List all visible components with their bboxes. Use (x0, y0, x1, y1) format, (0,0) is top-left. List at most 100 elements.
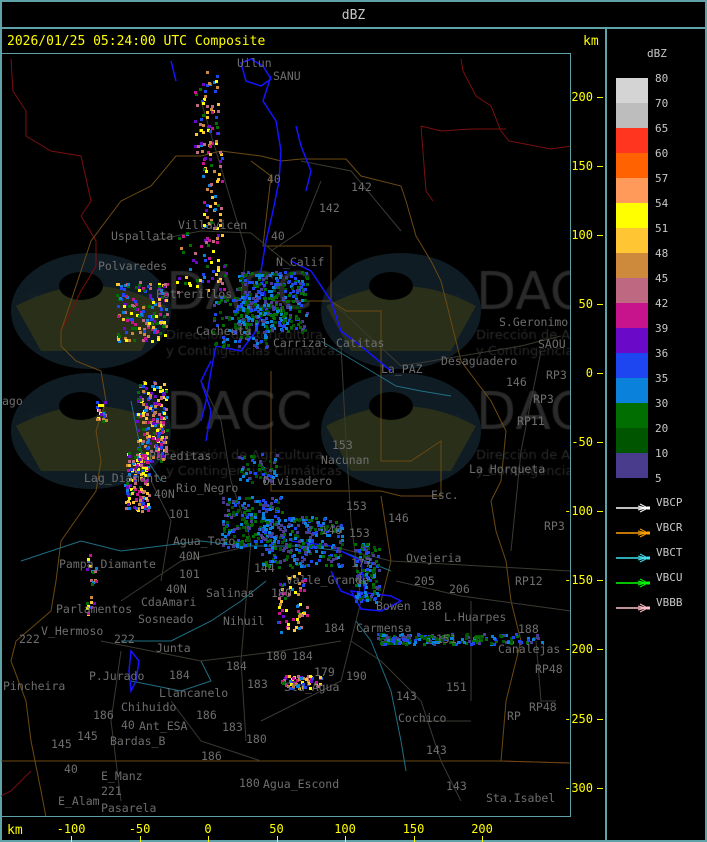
y-tick-mark (597, 373, 603, 374)
echo-pixel (240, 277, 243, 280)
echo-pixel (279, 560, 282, 563)
place-label: 180 (271, 586, 292, 600)
y-tick-label: -50 (571, 435, 593, 450)
echo-pixel (280, 524, 283, 527)
echo-pixel (302, 677, 305, 680)
echo-pixel (206, 216, 209, 219)
echo-pixel (250, 517, 253, 520)
echo-pixel (289, 680, 292, 683)
echo-pixel (418, 638, 421, 641)
echo-pixel (373, 590, 376, 593)
echo-pixel (206, 237, 209, 240)
echo-pixel (132, 460, 135, 463)
echo-pixel (220, 299, 223, 302)
echo-pixel (281, 680, 284, 683)
echo-pixel (100, 413, 103, 416)
echo-pixel (146, 457, 149, 460)
echo-pixel (430, 635, 433, 638)
echo-pixel (287, 550, 290, 553)
echo-pixel (159, 332, 162, 335)
place-label: 153 (346, 499, 367, 513)
echo-pixel (326, 525, 329, 528)
echo-pixel (290, 326, 293, 329)
echo-pixel (282, 530, 285, 533)
y-tick-mark (597, 442, 603, 444)
echo-pixel (466, 633, 469, 636)
echo-pixel (275, 277, 278, 280)
radar-map[interactable]: Uilun SANU 40 142 142 Villavicen Uspallata 40 N_… (0, 53, 571, 817)
echo-pixel (287, 544, 290, 547)
echo-pixel (369, 579, 372, 582)
echo-pixel (102, 412, 105, 415)
echo-pixel (302, 290, 305, 293)
place-label: 190 (346, 669, 367, 683)
echo-pixel (307, 680, 310, 683)
color-swatch (616, 453, 648, 478)
echo-pixel (153, 432, 156, 435)
echo-pixel (267, 312, 270, 315)
echo-pixel (199, 123, 202, 126)
place-label: Carrizal (273, 336, 329, 350)
echo-pixel (272, 298, 275, 301)
echo-pixel (215, 273, 218, 276)
echo-pixel (255, 322, 258, 325)
echo-pixel (295, 295, 298, 298)
x-tick-label: -100 (56, 822, 86, 836)
echo-pixel (155, 322, 158, 325)
echo-pixel (151, 328, 154, 331)
echo-pixel (315, 681, 318, 684)
echo-pixel (311, 540, 314, 543)
echo-pixel (260, 520, 263, 523)
echo-pixel (364, 569, 367, 572)
y-tick-label: -200 (564, 642, 593, 657)
echo-pixel (298, 678, 301, 681)
echo-pixel (241, 514, 244, 517)
x-tick-label: 50 (269, 822, 284, 836)
echo-pixel (238, 320, 241, 323)
echo-pixel (537, 637, 540, 640)
echo-pixel (300, 292, 303, 295)
echo-pixel (319, 676, 322, 679)
echo-pixel (212, 331, 215, 334)
echo-pixel (359, 572, 362, 575)
echo-pixel (373, 592, 376, 595)
echo-pixel (301, 546, 304, 549)
echo-pixel (284, 314, 287, 317)
echo-pixel (249, 323, 252, 326)
echo-pixel (246, 479, 249, 482)
legend-level-label: 30 (655, 397, 669, 410)
echo-pixel (287, 525, 290, 528)
echo-pixel (287, 685, 290, 688)
echo-pixel (251, 272, 254, 275)
echo-pixel (124, 303, 127, 306)
echo-pixel (301, 320, 304, 323)
echo-pixel (165, 299, 168, 302)
echo-pixel (215, 80, 218, 83)
echo-pixel (266, 521, 269, 524)
echo-pixel (323, 518, 326, 521)
echo-pixel (145, 467, 148, 470)
place-label: Esc. (431, 488, 459, 502)
echo-pixel (275, 271, 278, 274)
echo-pixel (269, 505, 272, 508)
echo-pixel (213, 319, 216, 322)
echo-pixel (259, 460, 262, 463)
echo-pixel (219, 165, 222, 168)
echo-pixel (163, 321, 166, 324)
echo-pixel (298, 687, 301, 690)
place-label: 186 (93, 708, 114, 722)
echo-pixel (262, 278, 265, 281)
echo-pixel (139, 281, 142, 284)
echo-pixel (334, 528, 337, 531)
echo-pixel (305, 314, 308, 317)
echo-pixel (144, 482, 147, 485)
echo-pixel (216, 126, 219, 129)
echo-pixel (242, 272, 245, 275)
echo-pixel (266, 274, 269, 277)
echo-pixel (204, 239, 207, 242)
echo-pixel (159, 390, 162, 393)
echo-pixel (258, 510, 261, 513)
echo-pixel (285, 546, 288, 549)
place-label: ago (2, 394, 23, 408)
echo-pixel (151, 298, 154, 301)
